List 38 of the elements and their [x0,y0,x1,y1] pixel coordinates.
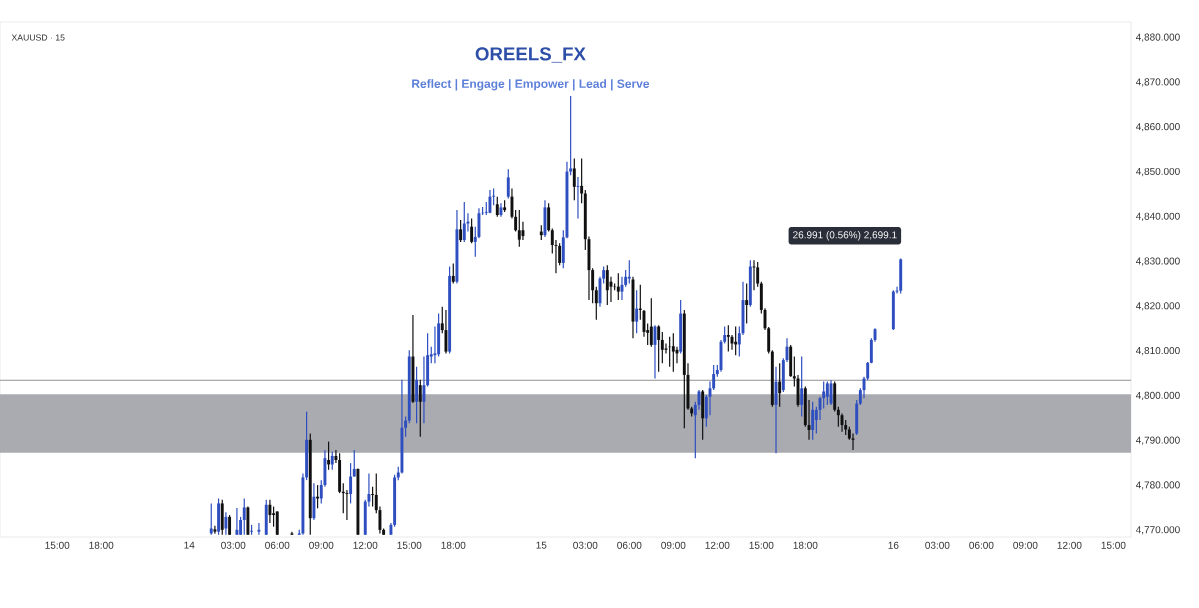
y-tick-label: 4,780.000 [1135,481,1180,490]
y-tick-label: 4,770.000 [1135,526,1180,535]
x-tick-label: 06:00 [617,541,642,549]
text: Reflect | Engage | Empower | Lead | Serve [412,79,650,91]
y-tick-label: 4,830.000 [1135,257,1180,266]
x-tick-label: 18:00 [793,541,818,549]
x-tick-label: 09:00 [309,541,334,549]
y-tick-label: 4,880.000 [1135,33,1180,42]
x-tick-label: 15:00 [749,541,774,549]
x-tick-label: 15:00 [45,541,70,549]
x-tick-label: 15 [536,541,547,549]
x-tick-label: 15:00 [397,541,422,549]
y-tick-label: 4,790.000 [1135,436,1180,445]
text: OREELS_FX [475,47,586,63]
y-tick-label: 4,860.000 [1135,123,1180,132]
x-tick-label: 12:00 [353,541,378,549]
x-tick-label: 09:00 [1013,541,1038,549]
y-tick-label: 4,810.000 [1135,347,1180,356]
x-tick-label: 15:00 [1101,541,1126,549]
y-tick-label: 4,820.000 [1135,302,1180,311]
x-tick-label: 06:00 [265,541,290,549]
x-tick-label: 09:00 [661,541,686,549]
x-tick-label: 12:00 [705,541,730,549]
y-tick-label: 4,800.000 [1135,391,1180,401]
annotation: XAUUSD · 15 [11,34,65,41]
y-tick-label: 4,870.000 [1135,78,1180,87]
x-tick-label: 03:00 [573,541,598,549]
x-tick-label: 06:00 [969,541,994,549]
x-tick-label: 12:00 [1057,541,1082,549]
y-tick-label: 4,840.000 [1135,212,1180,221]
annotation: 26.991 (0.56%) 2,699.1 [793,231,897,241]
x-tick-label: 18:00 [441,541,466,549]
x-tick-label: 14 [184,541,195,549]
y-tick-label: 4,850.000 [1135,167,1180,177]
x-tick-label: 03:00 [925,541,950,549]
x-tick-label: 18:00 [89,541,114,549]
x-tick-label: 03:00 [221,541,246,549]
x-tick-label: 16 [888,541,899,549]
